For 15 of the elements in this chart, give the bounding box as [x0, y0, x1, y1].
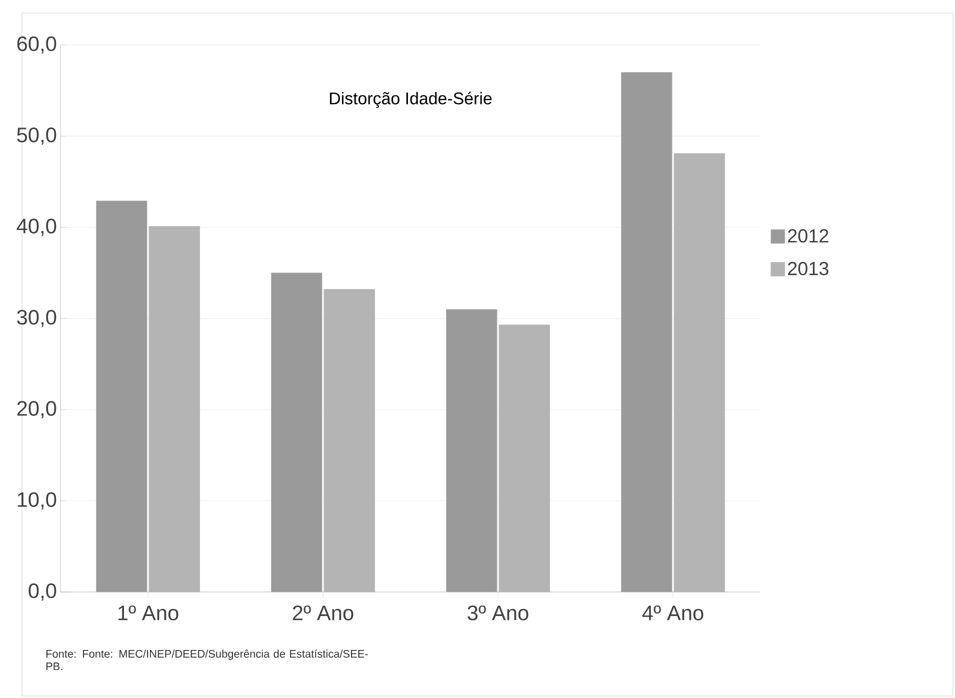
- text: Distorção Idade-Série: [330, 92, 492, 108]
- y-tick-label: 40,0: [16, 218, 56, 236]
- x-tick-label: 1º Ano: [118, 606, 178, 620]
- y-tick-label: 30,0: [17, 310, 56, 328]
- y-tick-label: 10,0: [18, 492, 56, 510]
- x-tick-label: 3º Ano: [468, 606, 528, 620]
- x-tick-label: 4º Ano: [642, 606, 704, 620]
- y-tick-label: 20,0: [17, 401, 56, 418]
- y-tick-label: 60,0: [17, 36, 56, 54]
- y-tick-label: 50,0: [17, 128, 56, 145]
- legend-label: 2012: [788, 229, 828, 243]
- y-tick-label: 0,0: [28, 583, 56, 601]
- source-note: Fonte: Fonte: MEC/INEP/DEED/Subgerência de Estatística/SEE-PB.: [46, 650, 368, 670]
- x-tick-label: 2º Ano: [292, 606, 354, 620]
- legend-label: 2013: [788, 262, 828, 276]
